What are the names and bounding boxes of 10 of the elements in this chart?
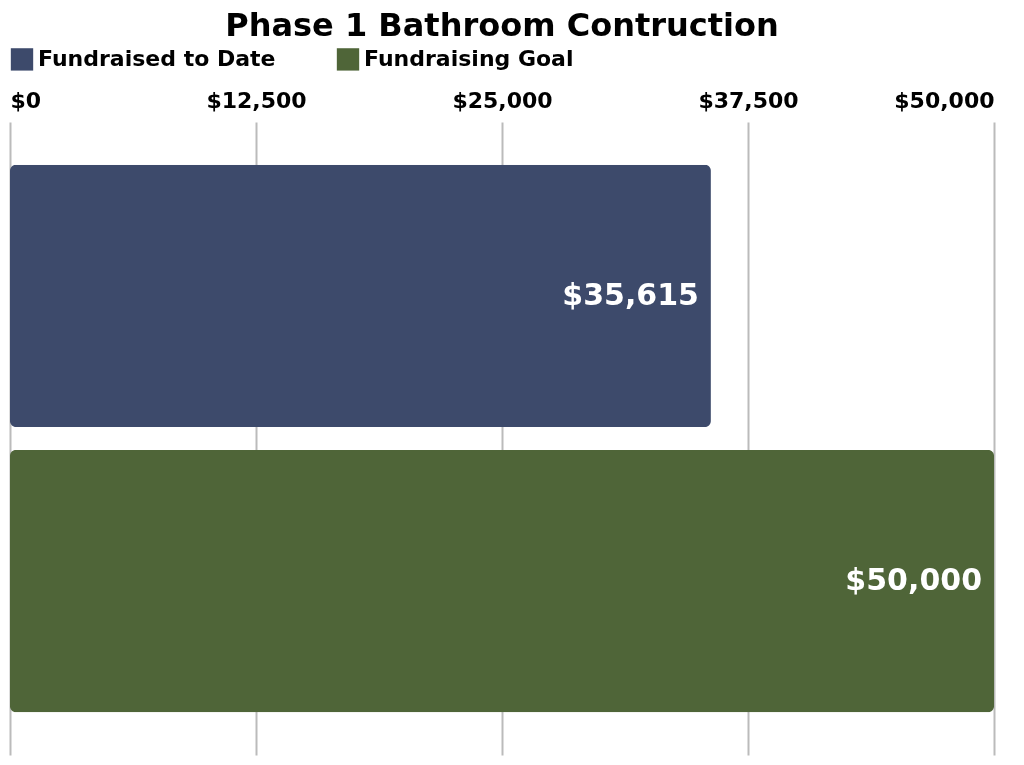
x-tick-label: $12,500 <box>206 87 307 113</box>
legend-label: Fundraised to Date <box>38 46 276 72</box>
x-tick-label: $0 <box>10 87 42 113</box>
data-label: $50,000 <box>845 562 982 598</box>
data-label: $35,615 <box>562 276 699 312</box>
legend-label: Fundraising Goal <box>364 46 574 72</box>
chart-title: Phase 1 Bathroom Contruction <box>225 6 779 44</box>
x-tick-label: $50,000 <box>894 87 995 113</box>
x-tick-label: $25,000 <box>452 87 553 113</box>
x-tick-label: $37,500 <box>698 87 799 113</box>
